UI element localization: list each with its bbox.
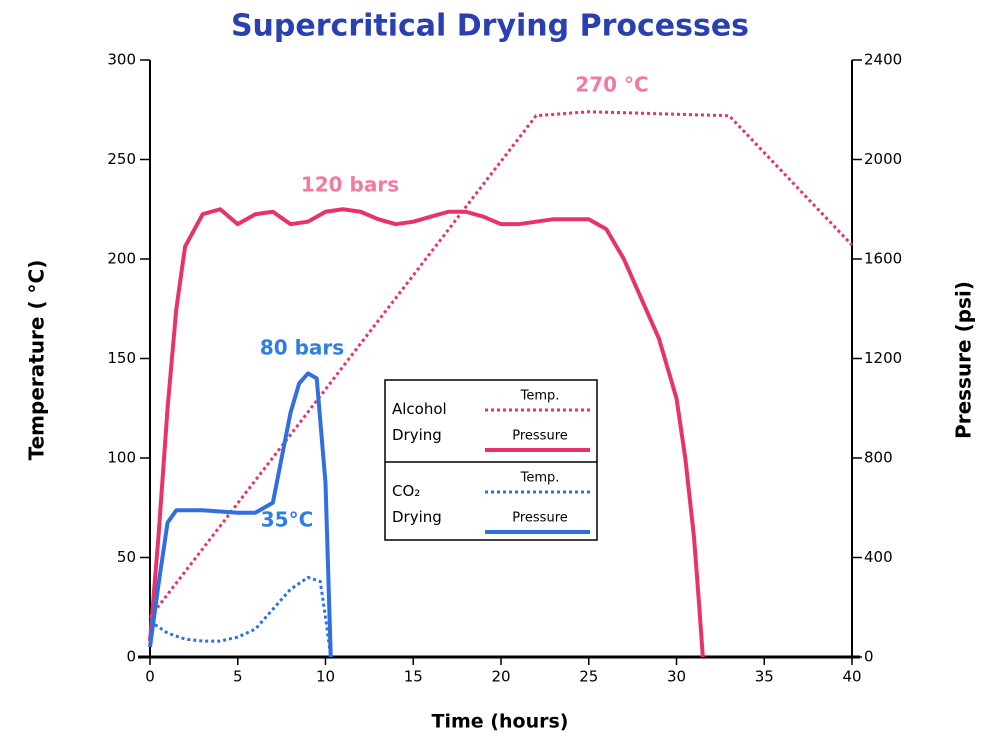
y-tick-label: 100 [107,449,136,467]
x-tick-label: 40 [842,668,861,686]
x-tick-label: 15 [404,668,423,686]
y2-tick-label: 2000 [864,150,902,168]
series-line [148,371,333,658]
y2-tick-label: 400 [864,548,893,566]
x-tick-label: 5 [233,668,243,686]
legend-label: Temp. [520,389,560,404]
y-axis-label: Temperature ( °C) [25,260,49,461]
x-tick-label: 30 [667,668,686,686]
legend-label: Pressure [512,511,568,526]
x-tick-label: 35 [755,668,774,686]
legend-group-label: CO₂ Drying [392,482,442,526]
legend-group-label: Alcohol Drying [392,400,447,444]
legend-label: Pressure [512,429,568,444]
annotation: 120 bars [301,173,399,197]
chart-title: Supercritical Drying Processes [231,9,749,44]
x-tick-label: 20 [491,668,510,686]
y-tick-label: 200 [107,250,136,268]
legend-box [384,379,598,541]
x-tick-label: 10 [316,668,335,686]
y2-tick-label: 1600 [864,250,902,268]
series-line [148,207,705,658]
x-axis-label: Time (hours) [432,711,569,733]
y-tick-label: 300 [107,51,136,69]
y-tick-label: 50 [117,548,136,566]
legend-label: Temp. [520,471,560,486]
y-tick-label: 250 [107,150,136,168]
y2-tick-label: 800 [864,449,893,467]
series-line [148,110,854,619]
annotation: 270 °C [575,73,648,97]
y2-tick-label: 2400 [864,51,902,69]
series-line [149,575,333,658]
y2-tick-label: 1200 [864,349,902,367]
x-tick-label: 0 [145,668,155,686]
annotation: 35°C [261,508,314,532]
y2-axis-label: Pressure (psi) [952,281,976,439]
x-tick-label: 25 [579,668,598,686]
y-tick-label: 0 [126,648,136,666]
y2-tick-label: 0 [864,648,874,666]
y-tick-label: 150 [107,349,136,367]
annotation: 80 bars [260,336,344,360]
